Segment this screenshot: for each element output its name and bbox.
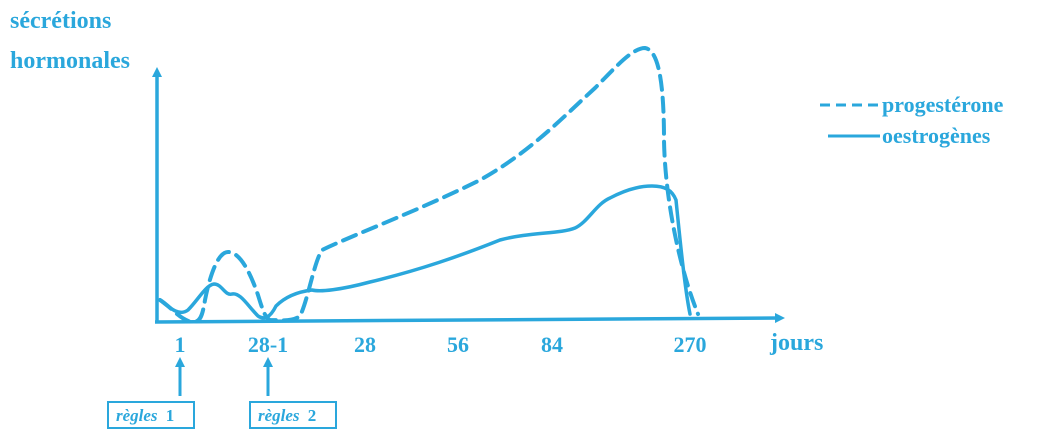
x-tick-label: 28-1 (248, 332, 288, 357)
x-tick-label: 84 (541, 332, 563, 357)
annotation-italic: règles (258, 406, 300, 425)
annotation-regles-2: règles 2 (249, 401, 337, 429)
annotation-italic: règles (116, 406, 158, 425)
annotation-box (107, 401, 195, 429)
legend-label-progesterone: progestérone (882, 92, 1004, 117)
x-axis-title: jours (769, 330, 823, 356)
y-axis-title-line-2: hormonales (10, 48, 130, 74)
annotation-box (249, 401, 337, 429)
x-tick-label: 56 (447, 332, 469, 357)
y-axis-title-line-1: sécrétions (10, 8, 111, 34)
x-axis (154, 313, 785, 324)
legend-label-oestrogenes: oestrogènes (882, 123, 991, 148)
annotation-regles-1: règles 1 (107, 401, 195, 429)
annotation-text: règles 1 (116, 406, 174, 425)
legend: progestérone oestrogènes (820, 92, 1004, 148)
annotation-text: règles 2 (258, 406, 316, 425)
annotation-number: 1 (166, 406, 175, 425)
x-tick-label: 28 (354, 332, 376, 357)
x-tick-label: 1 (175, 332, 186, 357)
series-progesterone-line (158, 45, 700, 325)
series-oestrogenes-line (158, 184, 692, 320)
x-tick-label: 270 (674, 332, 707, 357)
annotation-number: 2 (308, 406, 317, 425)
